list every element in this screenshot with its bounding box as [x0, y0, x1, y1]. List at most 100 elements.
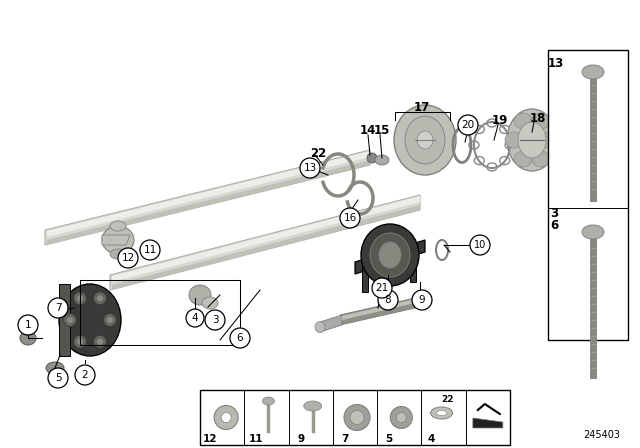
Ellipse shape — [405, 116, 445, 164]
Text: 12: 12 — [203, 434, 218, 444]
Text: 5: 5 — [54, 373, 61, 383]
Text: 12: 12 — [122, 253, 134, 263]
Ellipse shape — [436, 410, 447, 415]
Ellipse shape — [97, 338, 104, 345]
Ellipse shape — [202, 297, 218, 309]
Text: 21: 21 — [376, 283, 388, 293]
Circle shape — [412, 290, 432, 310]
Text: 5: 5 — [386, 434, 393, 444]
Circle shape — [350, 410, 364, 425]
Text: 14: 14 — [360, 124, 376, 137]
Ellipse shape — [110, 249, 126, 259]
Polygon shape — [112, 196, 420, 282]
Ellipse shape — [104, 314, 116, 327]
Circle shape — [458, 115, 478, 135]
Circle shape — [214, 405, 238, 430]
Text: 22: 22 — [442, 396, 454, 405]
Text: 7: 7 — [54, 303, 61, 313]
Circle shape — [205, 310, 225, 330]
Ellipse shape — [582, 225, 604, 239]
Text: 19: 19 — [492, 113, 508, 126]
Ellipse shape — [375, 155, 389, 165]
Ellipse shape — [97, 295, 104, 302]
Polygon shape — [362, 262, 368, 292]
Text: 3: 3 — [550, 207, 558, 220]
Circle shape — [396, 413, 406, 422]
Ellipse shape — [507, 109, 557, 171]
Circle shape — [186, 309, 204, 327]
Ellipse shape — [67, 316, 74, 323]
Text: 8: 8 — [385, 295, 391, 305]
Text: 6: 6 — [237, 333, 243, 343]
Polygon shape — [355, 240, 425, 274]
Polygon shape — [410, 247, 416, 282]
Text: 15: 15 — [374, 124, 390, 137]
Ellipse shape — [514, 151, 532, 167]
Circle shape — [300, 158, 320, 178]
Text: 18: 18 — [530, 112, 546, 125]
Text: 17: 17 — [414, 100, 430, 113]
Text: 11: 11 — [249, 434, 264, 444]
Text: 11: 11 — [143, 245, 157, 255]
Polygon shape — [112, 205, 420, 290]
Polygon shape — [342, 299, 415, 320]
Circle shape — [372, 278, 392, 298]
Ellipse shape — [361, 224, 419, 286]
Text: 4: 4 — [428, 434, 435, 444]
Ellipse shape — [367, 153, 377, 163]
Circle shape — [230, 328, 250, 348]
Ellipse shape — [74, 335, 86, 348]
Circle shape — [118, 248, 138, 268]
Circle shape — [140, 240, 160, 260]
Ellipse shape — [505, 132, 523, 148]
Ellipse shape — [20, 331, 36, 345]
Text: 16: 16 — [344, 213, 356, 223]
Polygon shape — [340, 298, 415, 325]
Polygon shape — [110, 195, 420, 290]
Ellipse shape — [370, 233, 410, 277]
Text: 7: 7 — [341, 434, 349, 444]
Polygon shape — [473, 418, 503, 428]
Ellipse shape — [93, 292, 106, 305]
Ellipse shape — [582, 65, 604, 79]
Text: 13: 13 — [303, 163, 317, 173]
Bar — [200, 390, 510, 445]
Polygon shape — [320, 315, 342, 332]
Text: 6: 6 — [550, 219, 558, 232]
Ellipse shape — [102, 226, 134, 254]
Ellipse shape — [59, 284, 121, 356]
Ellipse shape — [189, 285, 211, 305]
Ellipse shape — [110, 221, 126, 231]
Circle shape — [75, 365, 95, 385]
Ellipse shape — [63, 314, 77, 327]
Text: 3: 3 — [212, 315, 218, 325]
Text: 9: 9 — [419, 295, 426, 305]
Ellipse shape — [541, 132, 559, 148]
Polygon shape — [47, 160, 370, 245]
Text: 20: 20 — [461, 120, 475, 130]
Ellipse shape — [417, 131, 433, 149]
Circle shape — [18, 315, 38, 335]
Text: 1: 1 — [25, 320, 31, 330]
Bar — [548, 50, 628, 340]
Polygon shape — [47, 151, 370, 237]
Text: 10: 10 — [474, 240, 486, 250]
Ellipse shape — [315, 322, 325, 332]
Polygon shape — [102, 235, 130, 245]
Circle shape — [390, 406, 412, 428]
Ellipse shape — [431, 407, 452, 419]
Circle shape — [470, 235, 490, 255]
Text: 4: 4 — [192, 313, 198, 323]
Circle shape — [221, 413, 231, 422]
Circle shape — [378, 290, 398, 310]
Text: 9: 9 — [297, 434, 304, 444]
Text: 13: 13 — [548, 56, 564, 69]
Ellipse shape — [304, 401, 322, 411]
Polygon shape — [59, 284, 70, 356]
Ellipse shape — [514, 113, 532, 129]
Ellipse shape — [77, 338, 83, 345]
Circle shape — [344, 405, 370, 431]
Text: 22: 22 — [310, 146, 326, 159]
Ellipse shape — [93, 335, 106, 348]
Ellipse shape — [77, 295, 83, 302]
